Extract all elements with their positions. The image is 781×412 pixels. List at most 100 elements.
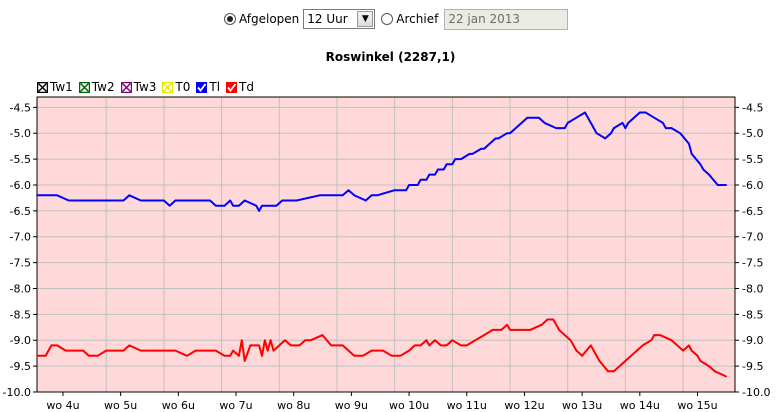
data-point-td	[558, 329, 560, 331]
data-point-td	[708, 365, 710, 367]
afgelopen-radio[interactable]	[224, 13, 236, 25]
legend-item-td[interactable]: Td	[226, 80, 254, 94]
data-point-td	[362, 355, 364, 357]
data-point-tl	[610, 132, 612, 134]
data-point-tl	[353, 194, 356, 197]
period-select[interactable]: 12 Uur ▼	[303, 9, 376, 29]
x-tick-label: wo 9u	[335, 399, 368, 412]
legend-item-t0[interactable]: T0	[162, 80, 190, 94]
data-point-tl	[627, 122, 630, 124]
data-point-tl	[428, 173, 431, 176]
legend-item-tw1[interactable]: Tw1	[37, 80, 73, 94]
data-point-td	[440, 344, 442, 347]
data-point-tl	[258, 210, 260, 212]
data-point-td	[238, 355, 240, 357]
data-point-tl	[506, 132, 508, 134]
data-point-td	[229, 355, 231, 357]
data-point-td	[223, 355, 226, 357]
x-tick-label: wo 4u	[46, 399, 79, 412]
data-point-tl	[408, 184, 410, 186]
archief-date-input[interactable]: 22 jan 2013	[444, 8, 569, 30]
data-point-td	[670, 339, 673, 342]
y-tick-label-left: -9.5	[10, 360, 31, 373]
data-point-td	[460, 344, 462, 347]
checkbox-crossed-icon[interactable]	[120, 81, 132, 93]
data-point-tl	[653, 116, 655, 119]
series-line-td	[37, 318, 727, 378]
data-point-tl	[232, 204, 234, 207]
data-point-tl	[644, 111, 647, 114]
data-point-td	[636, 349, 638, 352]
archief-label: Archief	[396, 12, 439, 26]
archief-radio[interactable]	[381, 13, 394, 25]
data-point-td	[140, 349, 142, 352]
data-point-td	[451, 339, 454, 342]
data-point-tl	[454, 158, 457, 160]
data-point-td	[56, 344, 58, 347]
checkbox-checked-icon[interactable]	[226, 81, 238, 93]
data-point-tl	[445, 163, 448, 166]
chevron-down-icon[interactable]: ▼	[357, 11, 374, 27]
data-point-td	[382, 349, 384, 352]
y-tick-label-left: -8.5	[10, 308, 31, 321]
legend-item-tw2[interactable]: Tw2	[78, 80, 115, 94]
checkbox-crossed-icon[interactable]	[78, 81, 90, 93]
data-point-td	[105, 349, 107, 352]
x-tick-label: wo 6u	[162, 399, 195, 412]
data-point-tl	[168, 204, 171, 207]
y-tick-label-right: -7.0	[742, 231, 763, 244]
data-point-tl	[575, 116, 578, 119]
data-point-tl	[639, 111, 641, 114]
data-point-tl	[370, 194, 373, 197]
data-point-td	[278, 344, 281, 347]
data-point-tl	[624, 127, 627, 129]
afgelopen-label: Afgelopen	[239, 12, 300, 26]
data-point-td	[163, 349, 165, 352]
data-point-tl	[688, 142, 690, 145]
data-point-td	[491, 329, 494, 331]
checkbox-checked-icon[interactable]	[196, 81, 208, 93]
legend-label: Td	[239, 80, 254, 94]
data-point-tl	[460, 158, 462, 160]
y-tick-label-right: -9.5	[742, 360, 763, 373]
data-point-tl	[376, 194, 379, 197]
checkbox-crossed-icon[interactable]	[162, 81, 174, 93]
data-point-td	[474, 339, 477, 342]
legend-label: Tw2	[91, 80, 115, 94]
y-tick-label-left: -8.0	[10, 282, 31, 295]
checkbox-crossed-icon[interactable]	[37, 81, 48, 93]
data-point-td	[290, 344, 292, 347]
data-point-tl	[318, 194, 321, 197]
data-point-td	[690, 349, 693, 352]
data-point-tl	[662, 122, 664, 124]
data-point-td	[258, 344, 260, 347]
data-point-td	[714, 370, 716, 373]
data-point-tl	[122, 199, 125, 202]
data-point-td	[264, 339, 266, 342]
data-point-td	[650, 339, 653, 342]
data-point-td	[128, 344, 131, 347]
data-point-td	[215, 349, 217, 352]
data-point-td	[641, 344, 644, 347]
legend-item-tw3[interactable]: Tw3	[120, 80, 156, 94]
data-point-td	[725, 375, 728, 378]
data-point-td	[419, 344, 422, 347]
data-point-td	[509, 329, 511, 331]
y-tick-label-left: -5.0	[10, 127, 31, 140]
data-point-td	[624, 360, 627, 362]
data-point-tl	[393, 189, 396, 191]
data-point-tl	[365, 199, 367, 202]
data-point-tl	[566, 122, 569, 124]
data-point-td	[243, 360, 246, 362]
data-point-td	[676, 344, 679, 347]
data-point-tl	[584, 111, 586, 114]
data-point-tl	[67, 199, 70, 202]
legend-item-tl[interactable]: Tl	[196, 80, 220, 94]
data-point-td	[506, 323, 508, 326]
data-point-tl	[295, 199, 298, 202]
data-point-tl	[117, 199, 119, 202]
data-point-tl	[633, 116, 635, 119]
data-point-td	[96, 355, 99, 357]
y-tick-label-left: -6.0	[10, 179, 31, 192]
